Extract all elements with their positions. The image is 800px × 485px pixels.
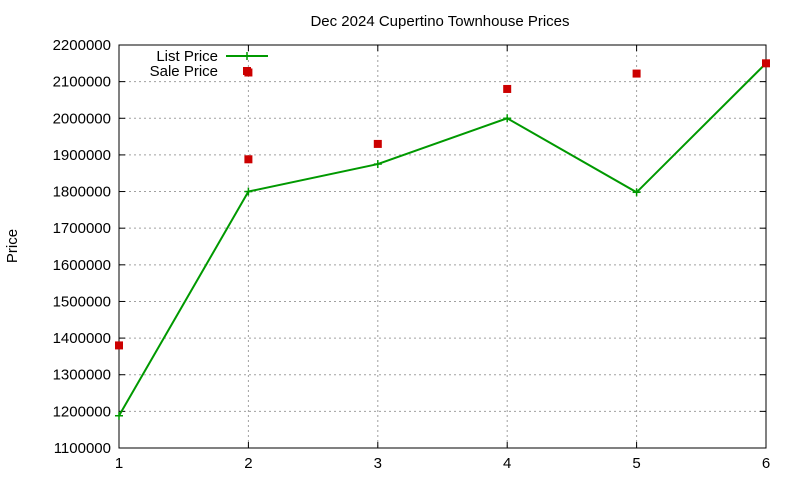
y-tick-label: 1200000 xyxy=(53,403,111,420)
series-layer xyxy=(115,59,770,420)
data-point xyxy=(115,411,123,420)
data-point xyxy=(503,84,512,93)
x-tick-label: 3 xyxy=(374,455,382,472)
legend-marker xyxy=(243,52,251,60)
y-tick-label: 2200000 xyxy=(53,37,111,54)
y-tick-label: 2000000 xyxy=(53,110,111,127)
data-point xyxy=(632,188,641,197)
data-point xyxy=(632,69,641,78)
data-point xyxy=(115,341,123,350)
y-tick-label: 1700000 xyxy=(53,220,111,237)
legend-item: List Price xyxy=(156,48,268,65)
y-tick-label: 1500000 xyxy=(53,293,111,310)
series-sale-price xyxy=(115,59,770,350)
data-point xyxy=(373,139,382,148)
grid-lines xyxy=(119,45,766,448)
y-tick-label: 1900000 xyxy=(53,147,111,164)
series-line xyxy=(118,62,767,417)
y-tick-label: 1100000 xyxy=(54,440,111,457)
y-tick-label: 1300000 xyxy=(53,367,111,384)
data-point xyxy=(503,114,512,123)
data-point xyxy=(244,187,253,196)
data-point xyxy=(762,59,770,68)
y-tick-label: 1400000 xyxy=(53,330,111,347)
x-tick-label: 1 xyxy=(115,455,123,472)
legend-swatch xyxy=(243,67,251,75)
chart-title: Dec 2024 Cupertino Townhouse Prices xyxy=(310,13,569,30)
x-tick-label: 2 xyxy=(244,455,252,472)
series-list-price xyxy=(115,59,770,420)
axes: 1100000 1200000 1300000 1400000 1500000 16000… xyxy=(53,37,771,472)
legend-item: Sale Price xyxy=(150,63,251,80)
x-tick-label: 5 xyxy=(632,455,640,472)
y-axis-label: Price xyxy=(4,229,21,263)
y-tick-label: 1600000 xyxy=(53,257,111,274)
data-point xyxy=(373,160,382,169)
data-point xyxy=(244,155,253,164)
x-tick-label: 6 xyxy=(762,455,770,472)
x-tick-label: 4 xyxy=(503,455,511,472)
legend-label: Sale Price xyxy=(150,63,218,80)
legend-label: List Price xyxy=(156,48,218,65)
y-tick-label: 1800000 xyxy=(53,184,111,201)
y-tick-label: 2100000 xyxy=(53,74,111,91)
plot-frame xyxy=(118,44,767,449)
